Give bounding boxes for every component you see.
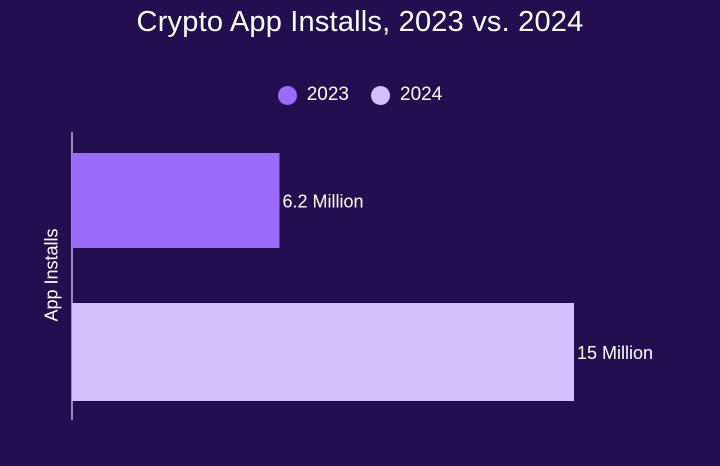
legend-swatch-2024 xyxy=(371,85,390,105)
data-label-2023: 6.2 Million xyxy=(282,192,363,212)
legend-label-2023: 2023 xyxy=(306,84,349,105)
y-axis-label: App Installs xyxy=(41,228,62,322)
bar-2024 xyxy=(72,303,574,401)
legend-swatch-2023 xyxy=(277,85,297,105)
data-label-2024: 15 Million xyxy=(577,343,653,363)
legend-item-2023: 2023 xyxy=(277,84,349,106)
legend: 2023 2024 xyxy=(0,82,720,108)
bar-2023 xyxy=(72,153,280,248)
chart-title: Crypto App Installs, 2023 vs. 2024 xyxy=(136,6,584,38)
legend-label-2024: 2024 xyxy=(400,84,443,105)
legend-item-2024: 2024 xyxy=(371,84,442,106)
